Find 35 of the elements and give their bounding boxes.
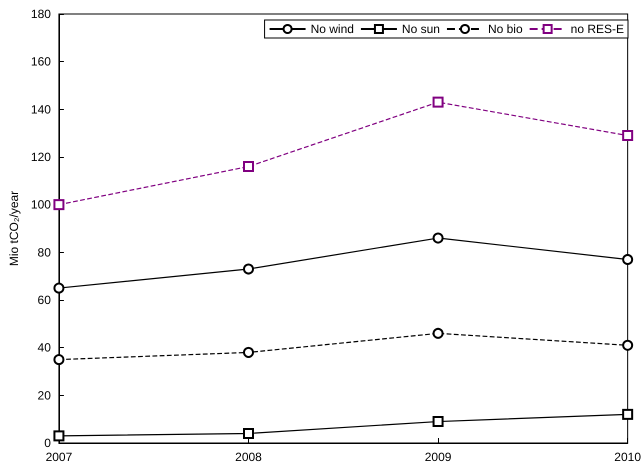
point [53, 282, 64, 294]
point [243, 428, 254, 439]
x-tick-label: 2009 [424, 450, 452, 464]
x-tick-label: 2010 [614, 450, 642, 464]
point [622, 340, 634, 351]
x-tick-label: 2007 [46, 450, 73, 464]
point [622, 130, 634, 142]
x-tick-label: 2008 [235, 450, 262, 464]
point [432, 232, 444, 244]
legend-label: No wind [310, 22, 354, 36]
legend-label: No bio [488, 22, 523, 36]
point [622, 408, 634, 420]
y-tick-label: 120 [30, 150, 52, 164]
y-tick-label: 100 [30, 198, 52, 212]
y-tick-label: 80 [38, 245, 52, 260]
y-tick-label: 140 [30, 102, 52, 116]
point [622, 254, 634, 265]
y-tick-label: 160 [30, 54, 52, 69]
legend-label: no RES-E [570, 22, 624, 36]
point [243, 346, 254, 358]
point [432, 416, 444, 428]
y-tick-label: 0 [44, 436, 52, 450]
point [53, 430, 64, 442]
y-tick-label: 40 [38, 340, 52, 355]
point [53, 199, 64, 210]
y-tick-label: 60 [38, 293, 52, 307]
y-tick-label: 20 [38, 388, 52, 402]
point [243, 161, 254, 172]
point [243, 264, 254, 275]
point [432, 328, 444, 339]
point [432, 96, 444, 108]
point [53, 354, 64, 366]
y-tick-label: 180 [30, 7, 52, 21]
legend-label: No sun [402, 22, 440, 36]
y-axis-title: Mio tCO₂/year [7, 190, 21, 266]
